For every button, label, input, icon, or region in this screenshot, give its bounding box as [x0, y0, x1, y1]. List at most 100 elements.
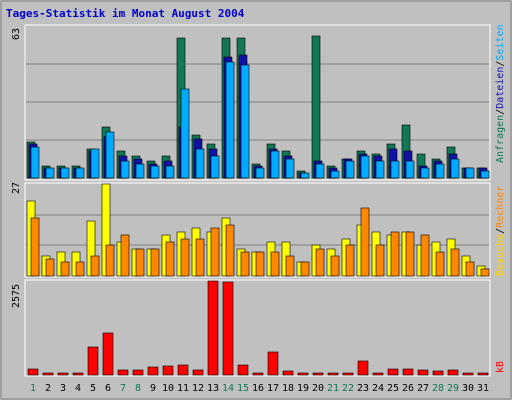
bar-kb: [417, 369, 429, 376]
bar-seiten: [165, 165, 175, 179]
bar-kb: [297, 372, 309, 376]
bar-rechner: [120, 234, 130, 277]
bar-seiten: [300, 172, 310, 179]
bar-rechner: [405, 231, 415, 277]
panel-traffic-frame: [24, 279, 491, 377]
bar-kb: [432, 370, 444, 376]
bar-kb: [192, 369, 204, 376]
day-label: 3: [60, 383, 66, 394]
bar-rechner: [135, 248, 145, 277]
bar-kb: [372, 372, 384, 376]
day-label: 30: [462, 383, 474, 394]
bar-kb: [402, 368, 414, 376]
bar-kb: [237, 364, 249, 376]
bar-seiten: [345, 160, 355, 179]
bar-seiten: [60, 167, 70, 179]
bar-rechner: [90, 255, 100, 277]
panel-requests-max-label: 63: [11, 28, 22, 40]
day-label: 22: [342, 383, 354, 394]
bar-rechner: [225, 224, 235, 277]
bar-rechner: [285, 255, 295, 277]
day-label: 15: [237, 383, 249, 394]
bar-kb: [327, 372, 339, 376]
day-label: 13: [207, 383, 219, 394]
day-label: 31: [477, 383, 489, 394]
day-label: 21: [327, 383, 339, 394]
bar-rechner: [75, 261, 85, 277]
bar-kb: [222, 281, 234, 376]
day-label: 2: [45, 383, 51, 394]
bar-rechner: [375, 244, 385, 277]
bar-kb: [72, 372, 84, 376]
day-label: 19: [297, 383, 309, 394]
bar-rechner: [165, 241, 175, 277]
bar-kb: [147, 366, 159, 376]
bar-seiten: [480, 170, 490, 179]
day-label: 26: [402, 383, 414, 394]
bar-seiten: [435, 163, 445, 179]
bar-seiten: [225, 61, 235, 179]
day-labels: 1 2 3 4 5 6 7 8 9 10 11 12 13 14 15 16 17 18 19 20 21 22 23 24 2…: [30, 383, 489, 394]
legend-part: /: [495, 109, 506, 115]
chart-title: Tages-Statistik im Monat August 2004: [6, 7, 245, 20]
bar-kb: [132, 369, 144, 376]
bar-kb: [462, 372, 474, 376]
legend-part: Rechner: [495, 186, 506, 228]
bar-seiten: [270, 150, 280, 179]
bar-kb: [57, 372, 69, 376]
bar-rechner: [255, 251, 265, 277]
legend-part: Anfragen: [495, 115, 506, 163]
bar-rechner: [390, 231, 400, 277]
day-label: 10: [162, 383, 174, 394]
bar-seiten: [120, 160, 130, 179]
bar-rechner: [150, 248, 160, 277]
bar-seiten: [465, 167, 475, 179]
bar-kb: [177, 364, 189, 376]
day-label: 23: [357, 383, 369, 394]
bar-seiten: [45, 167, 55, 179]
bar-kb: [87, 346, 99, 376]
bar-seiten: [375, 160, 385, 179]
day-label: 8: [135, 383, 141, 394]
bar-seiten: [450, 158, 460, 179]
bar-kb: [162, 365, 174, 376]
day-label: 18: [282, 383, 294, 394]
day-label: 5: [90, 383, 96, 394]
bar-rechner: [240, 251, 250, 277]
bar-kb: [282, 370, 294, 376]
legend-part: /: [495, 61, 506, 67]
bar-seiten: [90, 148, 100, 179]
day-label: 1: [30, 383, 36, 394]
bar-seiten: [105, 131, 115, 179]
bar-kb: [42, 372, 54, 376]
bar-rechner: [360, 207, 370, 277]
day-label: 6: [105, 383, 111, 394]
day-label: 14: [222, 383, 234, 394]
bar-rechner: [300, 261, 310, 277]
bar-rechner: [435, 251, 445, 277]
day-label: 29: [447, 383, 459, 394]
bar-anfragen: [311, 35, 321, 179]
day-label: 16: [252, 383, 264, 394]
day-label: 11: [177, 383, 189, 394]
day-label: 20: [312, 383, 324, 394]
bar-kb: [102, 332, 114, 376]
bar-rechner: [60, 261, 70, 277]
legend-part: Besuche: [495, 234, 506, 276]
bar-kb: [387, 368, 399, 376]
day-label: 24: [372, 383, 384, 394]
bar-seiten: [315, 163, 325, 179]
bar-seiten: [210, 155, 220, 179]
bar-seiten: [420, 167, 430, 179]
legend-part: Dateien: [495, 67, 506, 109]
legend-part: kB: [495, 361, 506, 373]
bar-kb: [447, 369, 459, 376]
bar-seiten: [75, 167, 85, 179]
bar-kb: [267, 351, 279, 376]
bar-seiten: [405, 160, 415, 179]
bar-seiten: [195, 148, 205, 179]
bar-seiten: [240, 64, 250, 179]
